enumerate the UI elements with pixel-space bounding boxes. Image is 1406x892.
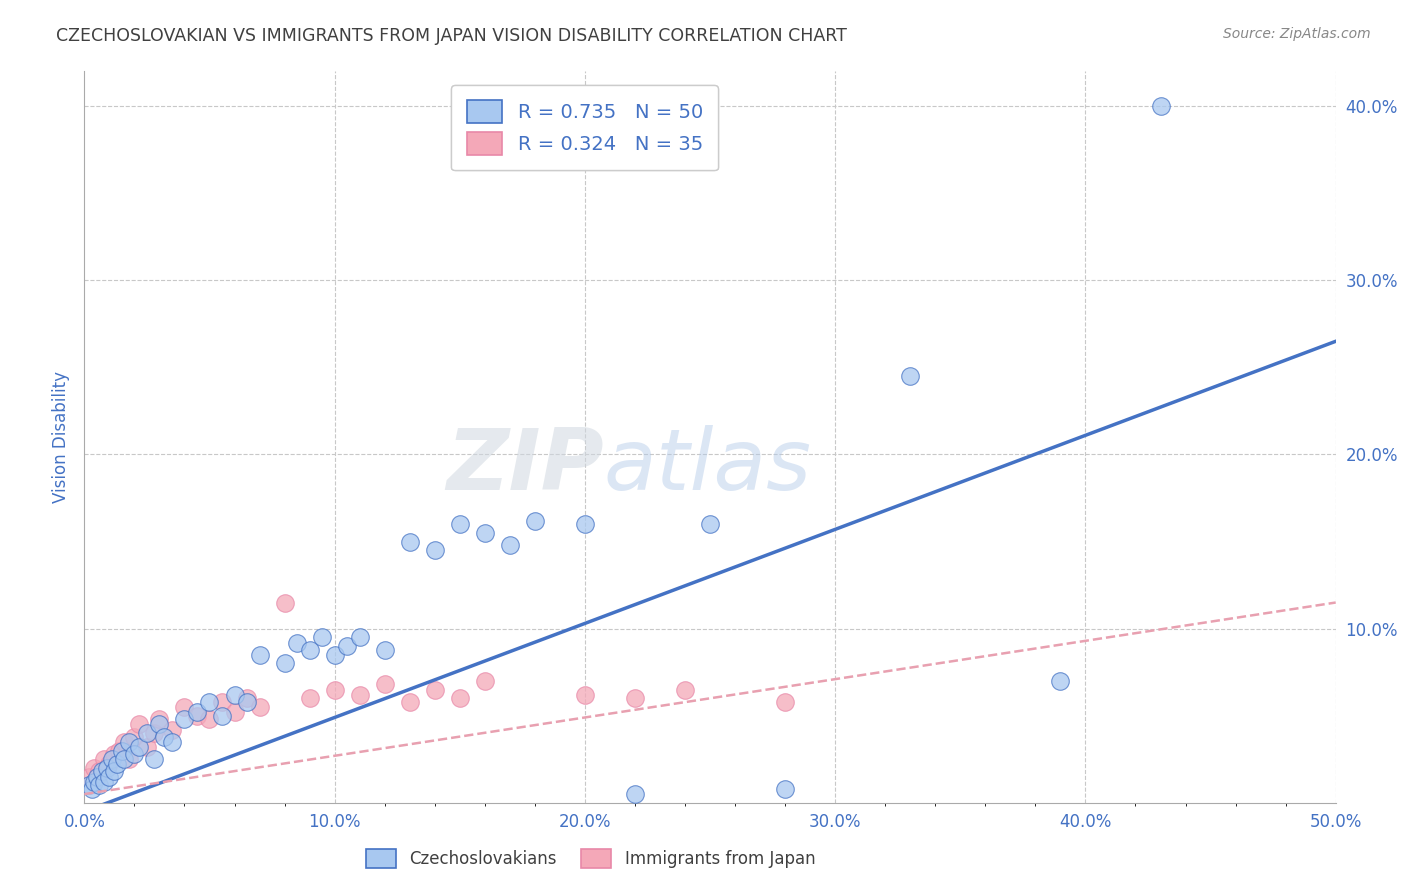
- Text: ZIP: ZIP: [446, 425, 603, 508]
- Point: [98, 757, 121, 772]
- Point: [118, 735, 141, 749]
- Point: [336, 639, 359, 653]
- Point: [398, 534, 420, 549]
- Point: [449, 517, 471, 532]
- Point: [96, 761, 118, 775]
- Point: [624, 691, 647, 706]
- Point: [89, 764, 111, 779]
- Point: [249, 700, 271, 714]
- Point: [474, 673, 496, 688]
- Point: [898, 369, 921, 384]
- Point: [311, 631, 333, 645]
- Point: [160, 735, 183, 749]
- Point: [673, 682, 696, 697]
- Point: [173, 700, 195, 714]
- Point: [224, 688, 246, 702]
- Point: [98, 770, 121, 784]
- Text: atlas: atlas: [603, 425, 811, 508]
- Point: [186, 708, 208, 723]
- Point: [124, 730, 146, 744]
- Point: [398, 695, 420, 709]
- Point: [128, 717, 150, 731]
- Point: [699, 517, 721, 532]
- Point: [523, 514, 546, 528]
- Point: [1149, 99, 1171, 113]
- Point: [148, 712, 170, 726]
- Point: [160, 723, 183, 737]
- Point: [773, 695, 796, 709]
- Point: [574, 688, 596, 702]
- Point: [474, 525, 496, 540]
- Point: [108, 743, 131, 757]
- Point: [111, 743, 134, 757]
- Text: CZECHOSLOVAKIAN VS IMMIGRANTS FROM JAPAN VISION DISABILITY CORRELATION CHART: CZECHOSLOVAKIAN VS IMMIGRANTS FROM JAPAN…: [56, 27, 846, 45]
- Point: [136, 740, 159, 755]
- Point: [83, 761, 105, 775]
- Legend: Czechoslovakians, Immigrants from Japan: Czechoslovakians, Immigrants from Japan: [359, 842, 823, 875]
- Y-axis label: Vision Disability: Vision Disability: [52, 371, 70, 503]
- Point: [198, 712, 221, 726]
- Point: [323, 648, 346, 662]
- Point: [323, 682, 346, 697]
- Point: [80, 781, 103, 796]
- Point: [128, 740, 150, 755]
- Point: [112, 735, 135, 749]
- Point: [143, 752, 166, 766]
- Point: [118, 752, 141, 766]
- Point: [211, 708, 233, 723]
- Point: [103, 764, 125, 779]
- Point: [83, 775, 105, 789]
- Point: [236, 695, 259, 709]
- Point: [298, 642, 321, 657]
- Point: [136, 726, 159, 740]
- Point: [624, 787, 647, 801]
- Point: [143, 726, 166, 740]
- Legend: R = 0.735   N = 50, R = 0.324   N = 35: R = 0.735 N = 50, R = 0.324 N = 35: [451, 85, 718, 170]
- Point: [211, 695, 233, 709]
- Point: [105, 757, 128, 772]
- Point: [374, 642, 396, 657]
- Point: [112, 752, 135, 766]
- Point: [224, 705, 246, 719]
- Point: [273, 595, 295, 609]
- Text: Source: ZipAtlas.com: Source: ZipAtlas.com: [1223, 27, 1371, 41]
- Point: [374, 677, 396, 691]
- Point: [236, 691, 259, 706]
- Point: [273, 657, 295, 671]
- Point: [79, 770, 101, 784]
- Point: [186, 705, 208, 719]
- Point: [349, 688, 371, 702]
- Point: [93, 752, 115, 766]
- Point: [148, 717, 170, 731]
- Point: [153, 730, 176, 744]
- Point: [499, 538, 522, 552]
- Point: [574, 517, 596, 532]
- Point: [90, 764, 112, 779]
- Point: [93, 775, 115, 789]
- Point: [103, 747, 125, 761]
- Point: [249, 648, 271, 662]
- Point: [198, 695, 221, 709]
- Point: [79, 778, 101, 792]
- Point: [89, 778, 111, 792]
- Point: [101, 752, 124, 766]
- Point: [349, 631, 371, 645]
- Point: [1049, 673, 1071, 688]
- Point: [86, 770, 108, 784]
- Point: [423, 543, 446, 558]
- Point: [298, 691, 321, 706]
- Point: [173, 712, 195, 726]
- Point: [285, 635, 308, 649]
- Point: [124, 747, 146, 761]
- Point: [773, 781, 796, 796]
- Point: [449, 691, 471, 706]
- Point: [423, 682, 446, 697]
